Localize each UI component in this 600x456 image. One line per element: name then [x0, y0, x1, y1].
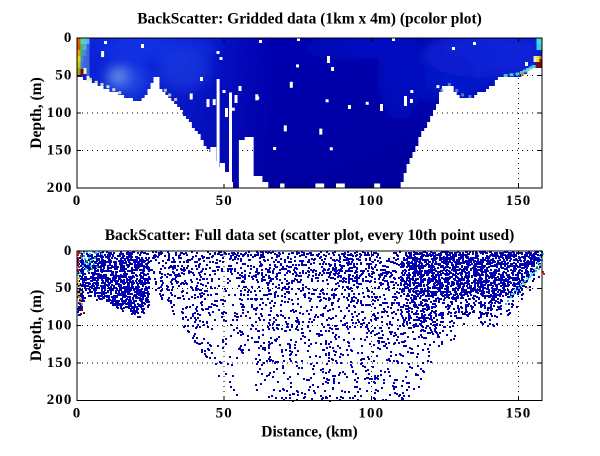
- svg-text:100: 100: [358, 406, 384, 422]
- svg-text:0: 0: [73, 193, 82, 209]
- svg-text:Depth, (m): Depth, (m): [28, 290, 45, 361]
- svg-text:0: 0: [64, 30, 73, 46]
- svg-text:0: 0: [64, 243, 73, 259]
- svg-text:50: 50: [55, 67, 72, 83]
- svg-text:Distance, (km): Distance, (km): [261, 424, 357, 441]
- svg-text:150: 150: [47, 355, 73, 371]
- svg-text:BackScatter: Full data set (sc: BackScatter: Full data set (scatter plot…: [105, 227, 515, 244]
- svg-text:Depth, (m): Depth, (m): [28, 77, 45, 148]
- svg-text:50: 50: [216, 193, 233, 209]
- svg-text:100: 100: [47, 105, 73, 121]
- svg-text:200: 200: [47, 180, 73, 196]
- svg-text:200: 200: [47, 392, 73, 408]
- svg-text:150: 150: [47, 142, 73, 158]
- svg-text:0: 0: [73, 406, 82, 422]
- svg-text:50: 50: [55, 280, 72, 296]
- svg-text:50: 50: [216, 406, 233, 422]
- svg-text:150: 150: [506, 193, 532, 209]
- svg-text:100: 100: [358, 193, 384, 209]
- svg-text:100: 100: [47, 317, 73, 333]
- svg-text:BackScatter: Gridded data (1km: BackScatter: Gridded data (1km x 4m) (pc…: [137, 11, 482, 28]
- svg-text:150: 150: [506, 406, 532, 422]
